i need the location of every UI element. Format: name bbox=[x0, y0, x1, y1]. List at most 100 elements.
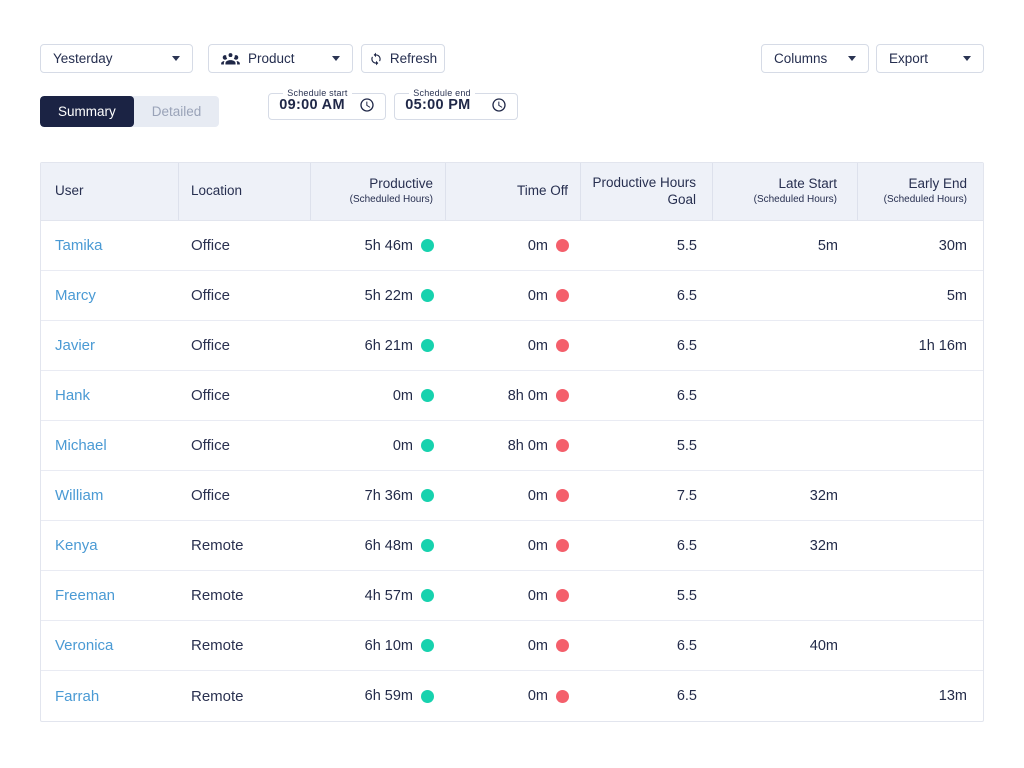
column-header-label: Productive bbox=[369, 176, 433, 192]
location-cell: Remote bbox=[179, 537, 311, 554]
early-end-value: 1h 16m bbox=[918, 337, 967, 354]
column-header-label: Early End bbox=[908, 176, 967, 192]
productive-value: 6h 21m bbox=[364, 337, 413, 354]
productive-status-dot bbox=[421, 489, 434, 502]
goal-value: 6.5 bbox=[676, 287, 697, 304]
productive-status-dot bbox=[421, 639, 434, 652]
productive-cell: 4h 57m bbox=[311, 588, 446, 604]
goal-cell: 6.5 bbox=[581, 338, 713, 354]
goal-cell: 6.5 bbox=[581, 688, 713, 704]
column-header-location: Location bbox=[179, 163, 311, 220]
column-header-early-end: Early End (Scheduled Hours) bbox=[858, 163, 983, 220]
early-end-value: 30m bbox=[938, 237, 967, 254]
chevron-down-icon bbox=[332, 56, 340, 61]
goal-value: 6.5 bbox=[676, 537, 697, 554]
schedule-end-field[interactable]: Schedule end 05:00 PM bbox=[394, 88, 519, 120]
late-start-cell: 32m bbox=[713, 538, 858, 554]
tab-summary[interactable]: Summary bbox=[40, 96, 134, 127]
time-off-cell: 0m bbox=[446, 488, 581, 504]
column-header-subtext: (Scheduled Hours) bbox=[349, 194, 433, 206]
time-off-value: 8h 0m bbox=[507, 387, 548, 404]
time-off-cell: 0m bbox=[446, 538, 581, 554]
user-link[interactable]: Hank bbox=[55, 387, 91, 404]
date-range-value: Yesterday bbox=[53, 51, 113, 66]
location-cell: Office bbox=[179, 287, 311, 304]
early-end-value: 5m bbox=[946, 287, 967, 304]
time-off-value: 0m bbox=[527, 487, 548, 504]
time-off-status-dot bbox=[556, 389, 569, 402]
late-start-cell: 32m bbox=[713, 488, 858, 504]
table-row: Marcy Office 5h 22m 0m 6.5 5m bbox=[41, 271, 983, 321]
productive-value: 6h 10m bbox=[364, 637, 413, 654]
goal-cell: 5.5 bbox=[581, 238, 713, 254]
user-link[interactable]: Farrah bbox=[55, 687, 100, 705]
column-header-subtext: (Scheduled Hours) bbox=[883, 194, 967, 206]
location-cell: Office bbox=[179, 237, 311, 254]
goal-cell: 5.5 bbox=[581, 438, 713, 454]
chevron-down-icon bbox=[963, 56, 971, 61]
column-header-label: Time Off bbox=[516, 183, 568, 199]
schedule-end-value: 05:00 PM bbox=[405, 97, 471, 113]
productive-cell: 5h 22m bbox=[311, 288, 446, 304]
column-header-late-start: Late Start (Scheduled Hours) bbox=[713, 163, 858, 220]
view-toggle: Summary Detailed bbox=[40, 96, 220, 127]
productive-cell: 6h 59m bbox=[311, 688, 446, 704]
time-off-value: 0m bbox=[527, 688, 548, 704]
goal-cell: 6.5 bbox=[581, 638, 713, 654]
refresh-button[interactable]: Refresh bbox=[361, 44, 445, 73]
late-start-cell: 40m bbox=[713, 638, 858, 654]
team-select[interactable]: Product bbox=[208, 44, 353, 73]
user-link[interactable]: Veronica bbox=[55, 637, 114, 654]
user-link[interactable]: Tamika bbox=[55, 237, 103, 254]
productive-status-dot bbox=[421, 439, 434, 452]
time-off-value: 0m bbox=[527, 587, 548, 604]
time-off-status-dot bbox=[556, 289, 569, 302]
late-start-cell: 5m bbox=[713, 238, 858, 254]
sub-toolbar: Summary Detailed Schedule start 09:00 AM… bbox=[40, 88, 984, 127]
table-row: Hank Office 0m 8h 0m 6.5 bbox=[41, 371, 983, 421]
summary-table: User Location Productive (Scheduled Hours) T… bbox=[40, 162, 984, 722]
export-select[interactable]: Export bbox=[876, 44, 984, 73]
user-link[interactable]: Javier bbox=[55, 337, 96, 354]
time-off-value: 0m bbox=[527, 237, 548, 254]
goal-cell: 7.5 bbox=[581, 488, 713, 504]
user-link[interactable]: Michael bbox=[55, 437, 107, 454]
productive-cell: 5h 46m bbox=[311, 238, 446, 254]
tab-detailed[interactable]: Detailed bbox=[151, 104, 202, 119]
user-link[interactable]: William bbox=[55, 487, 104, 504]
user-link[interactable]: Kenya bbox=[55, 537, 98, 554]
schedule-start-label: Schedule start bbox=[287, 88, 348, 98]
refresh-label: Refresh bbox=[389, 51, 438, 66]
time-off-status-dot bbox=[556, 689, 569, 703]
user-cell: Hank bbox=[41, 387, 179, 404]
productive-cell: 6h 48m bbox=[311, 538, 446, 554]
productive-value: 0m bbox=[392, 387, 413, 404]
user-cell: Michael bbox=[41, 437, 179, 454]
user-link[interactable]: Freeman bbox=[55, 587, 116, 604]
time-off-cell: 0m bbox=[446, 288, 581, 304]
column-header-time-off: Time Off bbox=[446, 163, 581, 220]
column-header-label: Productive Hours Goal bbox=[592, 174, 696, 207]
schedule-start-field[interactable]: Schedule start 09:00 AM bbox=[268, 88, 387, 120]
location-value: Office bbox=[191, 237, 230, 254]
late-start-value: 5m bbox=[817, 237, 838, 254]
column-header-label: User bbox=[55, 183, 84, 199]
late-start-value: 32m bbox=[809, 537, 838, 554]
table-row: Michael Office 0m 8h 0m 5.5 bbox=[41, 421, 983, 471]
time-off-status-dot bbox=[556, 589, 569, 602]
goal-value: 6.5 bbox=[676, 688, 697, 704]
location-value: Office bbox=[191, 387, 230, 404]
date-range-select[interactable]: Yesterday bbox=[40, 44, 193, 73]
columns-select[interactable]: Columns bbox=[761, 44, 869, 73]
location-value: Office bbox=[191, 437, 230, 454]
user-link[interactable]: Marcy bbox=[55, 287, 96, 304]
time-off-value: 0m bbox=[527, 637, 548, 654]
productive-status-dot bbox=[421, 289, 434, 302]
goal-cell: 6.5 bbox=[581, 538, 713, 554]
chevron-down-icon bbox=[848, 56, 856, 61]
time-off-cell: 0m bbox=[446, 588, 581, 604]
column-header-label: Location bbox=[191, 183, 243, 199]
user-cell: William bbox=[41, 487, 179, 504]
location-value: Remote bbox=[191, 587, 244, 604]
productive-value: 6h 59m bbox=[364, 688, 413, 704]
